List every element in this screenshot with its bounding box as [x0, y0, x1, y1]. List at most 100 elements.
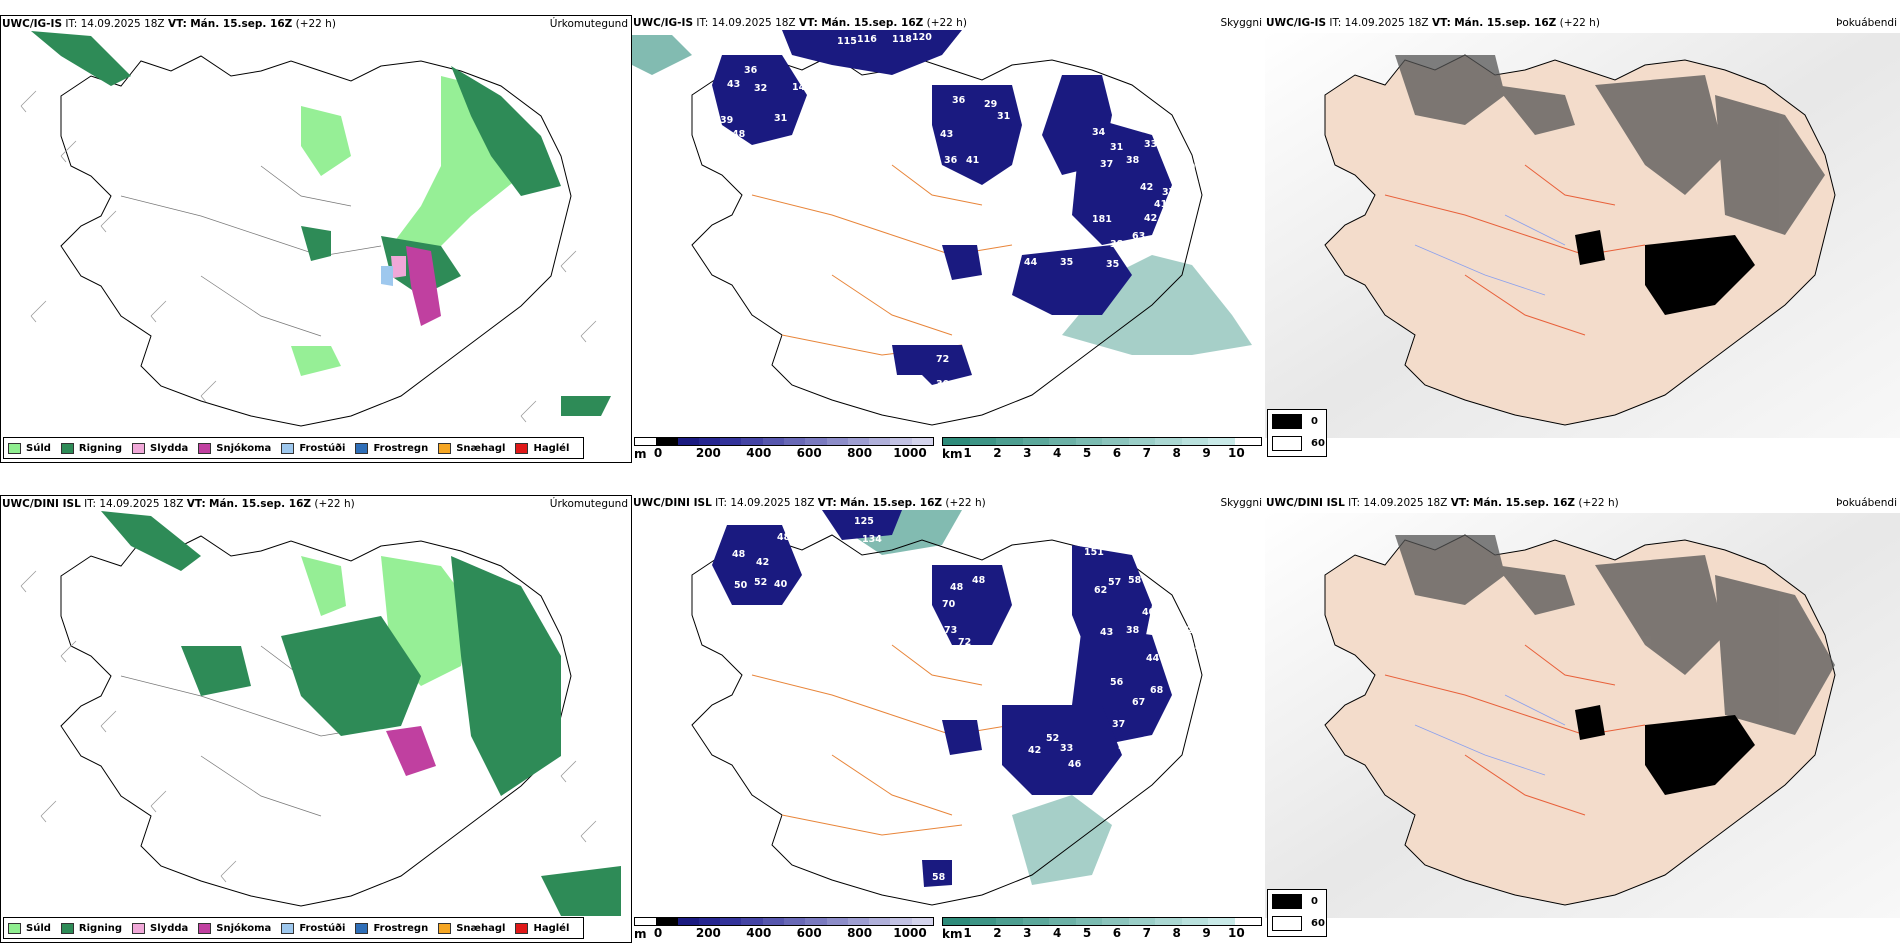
cloud-number: 29 [984, 99, 997, 110]
colorbar-tick-label: 6 [1112, 926, 1122, 940]
precip-legend-item: Súld [8, 442, 51, 454]
colorbar-ticks: 1 2 3 4 5 6 7 8 9 10 [942, 446, 1262, 460]
fog-legend-item: 60 [1268, 432, 1326, 454]
precip-header: UWC/DINI ISL IT: 14.09.2025 18Z VT: Mán.… [2, 498, 355, 510]
cloud-number: 58 [932, 872, 946, 883]
legend-label: Frostúði [299, 442, 346, 454]
wind-barbs [20, 90, 597, 423]
legend-swatch [1272, 435, 1302, 451]
cloudbase-visibility-map: 125 134 48 48 42 52 40 50 48 48 70 73 72… [632, 510, 1265, 943]
precip-legend-item: Súld [8, 922, 51, 934]
legend-swatch [60, 442, 74, 454]
precip-legend-item: Rigning [60, 922, 122, 934]
legend-swatch [281, 442, 295, 454]
cloud-base-areas [712, 510, 1172, 887]
colorbar-cell [969, 918, 996, 925]
colorbar-cells [942, 917, 1262, 926]
legend-label: Súld [26, 442, 51, 454]
fog-map [1265, 513, 1900, 918]
cloud-number: 62 [1094, 585, 1107, 596]
legend-label: Frostúði [299, 922, 346, 934]
legend-swatch [132, 922, 146, 934]
cloud-base-numbers: 115 116 118 120 36 43 32 142 39 31 48 36… [720, 32, 1199, 390]
colorbar-cell [720, 438, 742, 445]
colorbar-unit: m [634, 927, 647, 941]
wind-barbs [20, 570, 597, 883]
colorbar-cell [890, 918, 912, 925]
cloud-number: 38 [1110, 239, 1124, 250]
visibility-title: Skyggni [1220, 497, 1263, 509]
cloud-number: 31 [1110, 142, 1123, 153]
fog-map [1265, 33, 1900, 438]
colorbar-cell [1128, 918, 1155, 925]
colorbar-cell [720, 918, 742, 925]
cloud-number: 30 [936, 379, 950, 390]
precip-title: Úrkomutegund [549, 18, 628, 30]
colorbar-tick-label: 1 [963, 446, 972, 460]
visibility-colorbar: km 1 2 3 4 5 6 7 8 9 10 [942, 917, 1262, 943]
visibility-title: Skyggni [1220, 17, 1263, 29]
cloud-number: 67 [1132, 697, 1145, 708]
legend-label: Haglél [533, 922, 570, 934]
cloud-number: 48 [1168, 205, 1182, 216]
colorbar-cells [942, 437, 1262, 446]
cloud-number: 46 [1068, 759, 1082, 770]
cloud-base-numbers: 125 134 48 48 42 52 40 50 48 48 70 73 72… [732, 516, 1201, 883]
cloud-number: 48 [960, 179, 974, 190]
colorbar-tick-label: 2 [993, 926, 1002, 940]
legend-swatch [198, 922, 212, 934]
colorbar-tick-label: 1 [963, 926, 972, 940]
colorbar-cell [656, 438, 678, 445]
precip-legend-item: Rigning [60, 442, 122, 454]
colorbar-cell [1234, 918, 1261, 925]
colorbar-cell [677, 438, 699, 445]
legend-label: Snæhagl [456, 922, 506, 934]
cloud-number: 48 [732, 129, 746, 140]
cloud-number: 38 [1126, 155, 1140, 166]
cloud-number: 42 [1140, 182, 1153, 193]
colorbar-cell [677, 918, 699, 925]
cloud-number: 34 [1118, 741, 1132, 752]
legend-swatch [281, 922, 295, 934]
legend-label: Frostregn [373, 442, 429, 454]
legend-label: Haglél [533, 442, 570, 454]
precip-header: UWC/IG-IS IT: 14.09.2025 18Z VT: Mán. 15… [2, 18, 336, 30]
cloud-number: 32 [754, 83, 767, 94]
cloud-number: 72 [958, 637, 971, 648]
cloud-number: 39 [720, 115, 733, 126]
cloudbase-colorbar: m 0 200 400 600 800 1000 [634, 437, 934, 463]
colorbar-unit: km [942, 447, 963, 461]
legend-label: 0 [1311, 895, 1318, 907]
colorbar-tick-label: 200 [695, 446, 721, 460]
legend-label: Snjókoma [216, 442, 272, 454]
legend-label: Snæhagl [456, 442, 506, 454]
colorbar-cell [698, 438, 721, 445]
cloud-base-areas [712, 30, 1172, 385]
colorbar-tick-label: 3 [1023, 926, 1032, 940]
colorbar-cell [635, 918, 657, 925]
legend-label: Frostregn [373, 922, 429, 934]
precip-legend-item: Haglél [515, 442, 570, 454]
cloud-number: 58 [1128, 575, 1142, 586]
cloud-number: 48 [777, 532, 791, 543]
cloud-number: 36 [952, 95, 966, 106]
cloud-number: 115 [837, 36, 857, 47]
precip-legend-item: Frostúði [281, 442, 346, 454]
precip-legend: Súld Rigning Slydda Snjókoma Frostúði Frostre… [3, 437, 585, 459]
cloud-number: 72 [936, 354, 949, 365]
cloud-number: 35 [1106, 259, 1119, 270]
fog-panel-row2: UWC/DINI ISL IT: 14.09.2025 18Z VT: Mán.… [1265, 495, 1900, 943]
colorbar-cell [996, 918, 1023, 925]
colorbar-cell [805, 438, 827, 445]
colorbar-tick-label: 600 [796, 926, 822, 940]
cloud-number: 32 [1180, 625, 1193, 636]
precip-legend-item: Snæhagl [438, 922, 506, 934]
colorbar-tick-label: 1000 [893, 446, 927, 460]
colorbar-cell [1208, 918, 1235, 925]
legend-swatch [60, 922, 74, 934]
colorbar-cell [805, 918, 827, 925]
colorbar-cell [1049, 438, 1076, 445]
colorbar-cell [911, 438, 933, 445]
cloud-number: 116 [857, 34, 877, 45]
cloud-number: 125 [854, 516, 874, 527]
